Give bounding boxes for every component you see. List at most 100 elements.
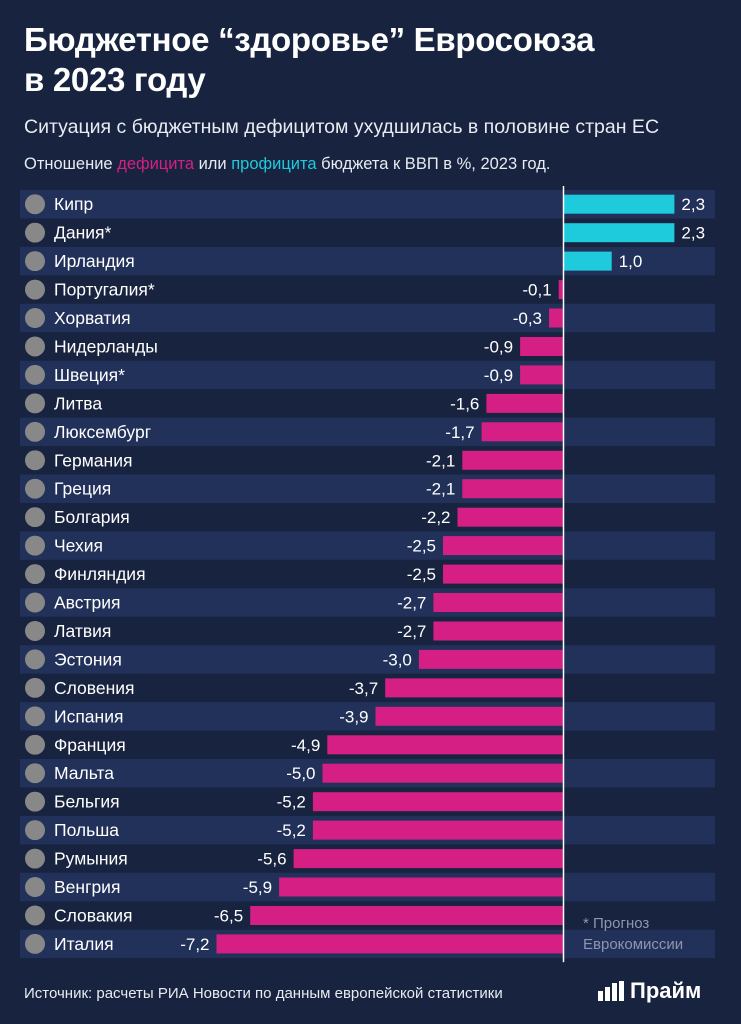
category-label: Франция (54, 735, 126, 755)
italy-flag-icon (25, 933, 45, 954)
bar (327, 735, 564, 755)
category-label: Словения (54, 678, 135, 698)
bar (481, 422, 564, 442)
category-label: Польша (54, 820, 119, 840)
value-label: -6,5 (214, 907, 243, 926)
value-label: 2,3 (681, 195, 705, 214)
legend-suffix: бюджета к ВВП в %, 2023 год. (316, 155, 551, 173)
portugal-flag-icon (25, 279, 45, 300)
slovenia-flag-icon (25, 677, 45, 698)
lithuania-flag-icon (25, 393, 45, 414)
value-label: -1,6 (450, 394, 479, 413)
value-label: -2,7 (397, 594, 426, 613)
title-line-1: Бюджетное “здоровье” Евросоюза (24, 21, 595, 58)
value-label: -2,2 (421, 508, 450, 527)
value-label: -5,2 (277, 793, 306, 812)
bar (312, 792, 564, 812)
category-label: Нидерланды (54, 337, 158, 357)
bar (312, 820, 564, 840)
category-label: Румыния (54, 849, 128, 869)
denmark-flag-icon (25, 222, 45, 243)
source-note: Источник: расчеты РИА Новости по данным … (24, 985, 503, 1002)
value-label: -3,9 (339, 707, 368, 726)
bar (520, 365, 564, 385)
row-band (20, 417, 715, 447)
category-label: Ирландия (54, 251, 135, 271)
category-label: Португалия* (54, 280, 155, 300)
bar (462, 479, 564, 499)
value-label: -3,0 (383, 650, 412, 669)
page-title: Бюджетное “здоровье” Евросоюза в 2023 го… (24, 20, 724, 100)
row-band (20, 702, 715, 731)
legend-surplus: профицита (231, 155, 317, 173)
footnote-star: * (583, 915, 589, 932)
france-flag-icon (25, 734, 45, 755)
malta-flag-icon (25, 763, 45, 784)
bar (443, 536, 564, 556)
category-label: Германия (54, 450, 132, 470)
title-line-2: в 2023 году (24, 61, 206, 98)
value-label: -2,7 (397, 622, 426, 641)
category-label: Греция (54, 479, 111, 499)
sweden-flag-icon (25, 364, 45, 385)
value-label: -5,9 (243, 878, 272, 897)
bar (433, 593, 564, 612)
bar (457, 507, 564, 527)
category-label: Венгрия (54, 877, 120, 897)
finland-flag-icon (25, 564, 45, 585)
bar (418, 649, 564, 669)
legend-prefix: Отношение (24, 155, 118, 173)
category-label: Финляндия (54, 564, 146, 584)
row-band (20, 474, 715, 503)
category-label: Бельгия (54, 792, 120, 812)
croatia-flag-icon (25, 308, 45, 329)
category-label: Болгария (54, 507, 130, 527)
category-label: Литва (54, 393, 102, 413)
bar (322, 763, 564, 783)
category-label: Чехия (54, 536, 103, 556)
bar (279, 877, 564, 897)
cyprus-flag-icon (25, 194, 45, 215)
value-label: 1,0 (619, 252, 643, 271)
value-label: -0,1 (522, 281, 551, 300)
value-label: -2,1 (426, 451, 455, 470)
bar (563, 223, 675, 243)
category-label: Кипр (54, 194, 93, 214)
luxembourg-flag-icon (25, 421, 45, 442)
footnote: * Прогноз Еврокомиссии (583, 913, 723, 955)
value-label: -0,9 (484, 366, 513, 385)
bulgaria-flag-icon (25, 507, 45, 528)
poland-flag-icon (25, 820, 45, 841)
latvia-flag-icon (25, 620, 45, 641)
row-band (20, 303, 715, 333)
category-label: Хорватия (54, 308, 131, 328)
bar (443, 564, 564, 584)
legend-deficit: дефицита (117, 155, 194, 173)
spain-flag-icon (25, 706, 45, 727)
row-band (20, 531, 715, 560)
bar (385, 678, 564, 698)
bar (293, 849, 564, 869)
brand-name: Прайм (630, 978, 702, 1003)
netherlands-flag-icon (25, 336, 45, 357)
row-band (20, 588, 715, 617)
value-label: -5,6 (257, 850, 286, 869)
value-label: -2,5 (407, 537, 436, 556)
germany-flag-icon (25, 450, 45, 471)
value-label: -5,0 (286, 764, 315, 783)
value-label: -2,5 (407, 565, 436, 584)
legend-middle: или (194, 155, 232, 173)
value-label: -0,9 (484, 338, 513, 357)
romania-flag-icon (25, 848, 45, 869)
chart-legend: Отношение дефицита или профицита бюджета… (24, 152, 724, 176)
bar (216, 934, 564, 954)
category-label: Италия (54, 934, 114, 954)
estonia-flag-icon (25, 649, 45, 670)
bar (558, 280, 564, 300)
bar (563, 194, 675, 214)
bar (375, 706, 564, 726)
category-label: Австрия (54, 593, 121, 613)
bar (563, 251, 612, 271)
value-label: 2,3 (681, 224, 705, 243)
